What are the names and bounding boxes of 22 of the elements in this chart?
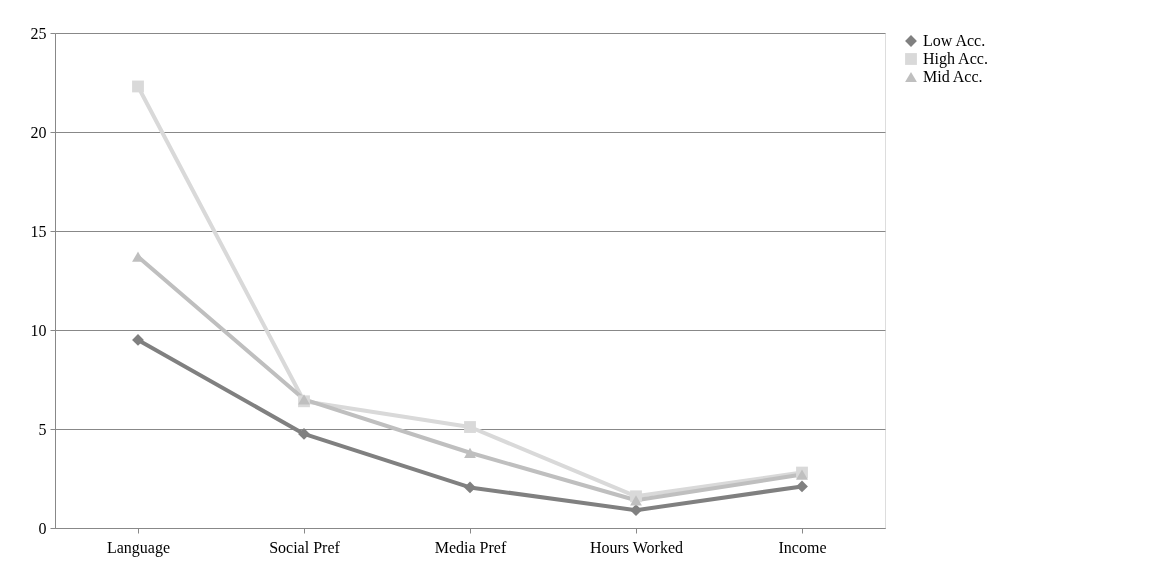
point: [630, 495, 642, 506]
y-tick-label: 0: [38, 519, 47, 537]
legend-label: Mid Acc.: [923, 68, 983, 85]
point: [132, 333, 144, 346]
y-tick-label: 25: [30, 24, 47, 42]
y-tick-label: 20: [30, 123, 47, 141]
legend-label: High Acc.: [923, 50, 988, 68]
point: [464, 447, 476, 458]
y-tick-label: 5: [38, 420, 47, 438]
point: [630, 504, 642, 517]
x-tick-label: Social Pref: [269, 538, 341, 556]
legend-label: Low Acc.: [923, 32, 986, 49]
x-tick-label: Hours Worked: [589, 538, 684, 556]
x-tick-label: Income: [778, 538, 827, 556]
x-tick-label: Language: [106, 538, 171, 557]
point: [464, 481, 476, 494]
x-tick-label: Media Pref: [434, 538, 507, 556]
point: [132, 80, 144, 93]
y-tick-label: 15: [30, 222, 47, 240]
point: [796, 480, 808, 493]
y-tick-label: 10: [30, 321, 47, 339]
point: [464, 421, 476, 433]
